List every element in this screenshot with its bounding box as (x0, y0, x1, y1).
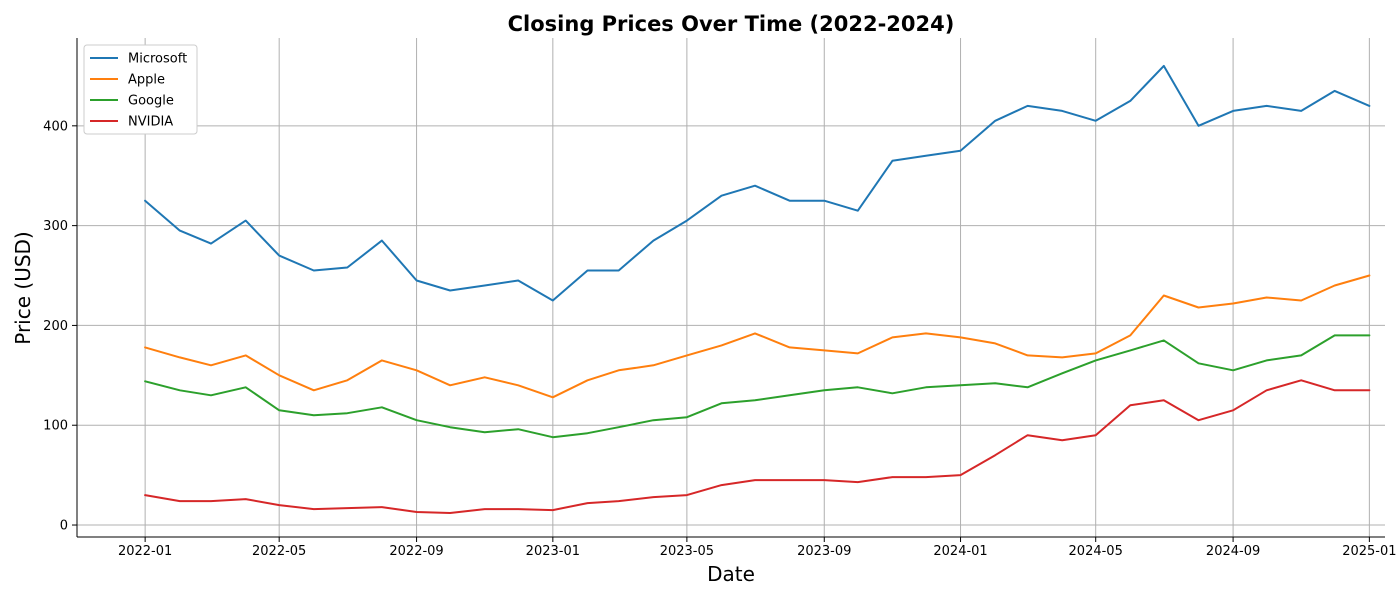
legend-label-apple: Apple (128, 73, 165, 88)
y-axis-label: Price (USD) (11, 231, 35, 345)
grid (77, 38, 1385, 537)
legend-items: Microsoft Apple Google NVIDIA (90, 52, 187, 130)
x-axis-ticks: 2022-01 2022-05 2022-09 2023-01 2023-05 2023-… (118, 537, 1397, 559)
chart-title: Closing Prices Over Time (2022-2024) (508, 12, 955, 36)
y-axis-ticks: 0 100 200 300 400 (43, 119, 77, 534)
y-tick-label: 100 (43, 419, 68, 434)
x-tick-label: 2023-05 (660, 544, 714, 559)
x-tick-label: 2023-09 (797, 544, 851, 559)
x-tick-label: 2022-01 (118, 544, 172, 559)
series-line-microsoft (144, 64, 1371, 302)
legend: Microsoft Apple Google NVIDIA (83, 44, 198, 135)
x-tick-label: 2022-09 (389, 544, 443, 559)
y-tick-label: 400 (43, 119, 68, 134)
x-tick-label: 2024-09 (1206, 544, 1260, 559)
x-tick-label: 2024-05 (1069, 544, 1123, 559)
axes-spines (76, 38, 1385, 538)
x-axis-label: Date (707, 562, 755, 586)
series-line-nvidia (144, 379, 1371, 514)
y-tick-label: 200 (43, 319, 68, 334)
legend-label-google: Google (128, 94, 174, 109)
x-tick-label: 2025-01 (1342, 544, 1396, 559)
series-lines (144, 64, 1371, 514)
legend-label-microsoft: Microsoft (128, 52, 187, 67)
y-tick-label: 0 (60, 519, 68, 534)
x-tick-label: 2024-01 (933, 544, 987, 559)
legend-label-nvidia: NVIDIA (128, 115, 173, 130)
y-tick-label: 300 (43, 219, 68, 234)
series-line-apple (144, 274, 1371, 399)
x-tick-label: 2022-05 (252, 544, 306, 559)
legend-frame (83, 44, 198, 135)
x-tick-label: 2023-01 (526, 544, 580, 559)
series-line-google (144, 334, 1371, 439)
